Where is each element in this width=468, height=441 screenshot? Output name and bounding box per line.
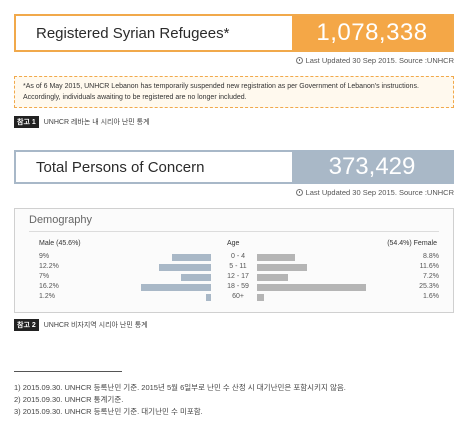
male-bar: [141, 284, 211, 291]
male-bar: [172, 254, 211, 261]
concern-updated-line: Last Updated 30 Sep 2015. Source :UNHCR: [295, 188, 454, 197]
demography-title: Demography: [29, 214, 92, 226]
registered-updated-text: Last Updated 30 Sep 2015. Source :UNHCR: [305, 56, 454, 65]
demography-row: 7% 12 - 17 7.2%: [15, 273, 455, 282]
female-header: (54.4%) Female: [387, 240, 437, 247]
demography-row: 12.2% 5 - 11 11.6%: [15, 263, 455, 272]
female-percent: 8.8%: [423, 253, 439, 260]
male-percent: 9%: [39, 253, 50, 260]
male-percent: 7%: [39, 273, 50, 280]
age-group-label: 18 - 59: [227, 283, 249, 290]
caption-1: 참고 1 UNHCR 레바논 내 시리아 난민 통계: [14, 116, 150, 128]
caption-2-tag: 참고 2: [14, 319, 39, 331]
male-header: Male (45.6%): [39, 240, 81, 247]
demography-divider: [29, 231, 439, 232]
persons-of-concern-banner: Total Persons of Concern 373,429: [14, 150, 454, 184]
male-bar: [180, 274, 211, 281]
caption-2: 참고 2 UNHCR 비자지역 시리아 난민 통계: [14, 319, 148, 331]
registered-refugees-banner: Registered Syrian Refugees* 1,078,338: [14, 14, 454, 52]
footnote-1: 1) 2015.09.30. UNHCR 등록난민 기준. 2015년 5월 6…: [14, 383, 346, 392]
caption-2-text: UNHCR 비자지역 시리아 난민 통계: [43, 322, 148, 329]
registration-note: *As of 6 May 2015, UNHCR Lebanon has tem…: [14, 76, 454, 108]
clock-icon: [295, 57, 303, 64]
registered-refugees-label: Registered Syrian Refugees*: [36, 24, 230, 42]
footnote-3: 3) 2015.09.30. UNHCR 등록난민 기준. 대기난민 수 미포함…: [14, 407, 203, 416]
age-header: Age: [227, 240, 240, 247]
footnote-divider: [14, 371, 122, 372]
caption-1-text: UNHCR 레바논 내 시리아 난민 통계: [43, 119, 150, 126]
age-group-label: 0 - 4: [230, 253, 245, 260]
registered-updated-line: Last Updated 30 Sep 2015. Source :UNHCR: [295, 56, 454, 65]
female-bar: [257, 284, 366, 291]
age-group-label: 12 - 17: [227, 273, 249, 280]
demography-panel: Demography Male (45.6%) Age (54.4%) Fema…: [14, 208, 454, 313]
footnotes: 1) 2015.09.30. UNHCR 등록난민 기준. 2015년 5월 6…: [14, 382, 346, 418]
registration-note-text: *As of 6 May 2015, UNHCR Lebanon has tem…: [23, 83, 419, 101]
demography-row: 9% 0 - 4 8.8%: [15, 253, 455, 262]
female-percent: 11.6%: [419, 263, 439, 270]
caption-1-tag: 참고 1: [14, 116, 39, 128]
male-bar: [158, 264, 211, 271]
male-percent: 1.2%: [39, 293, 55, 300]
concern-updated-text: Last Updated 30 Sep 2015. Source :UNHCR: [305, 188, 454, 197]
demography-row: 16.2% 18 - 59 25.3%: [15, 283, 455, 292]
male-percent: 16.2%: [39, 283, 59, 290]
female-percent: 1.6%: [423, 293, 439, 300]
male-bar: [205, 294, 211, 301]
female-bar: [257, 264, 307, 271]
demography-row: 1.2% 60+ 1.6%: [15, 293, 455, 302]
footnote-2: 2) 2015.09.30. UNHCR 통계기준.: [14, 395, 124, 404]
clock-icon: [295, 189, 303, 196]
female-percent: 25.3%: [419, 283, 439, 290]
persons-of-concern-label: Total Persons of Concern: [36, 158, 205, 176]
age-group-label: 60+: [232, 293, 244, 300]
female-bar: [257, 274, 288, 281]
female-bar: [257, 294, 264, 301]
age-group-label: 5 - 11: [229, 263, 247, 270]
male-percent: 12.2%: [39, 263, 59, 270]
female-percent: 7.2%: [423, 273, 439, 280]
persons-of-concern-value: 373,429: [292, 152, 452, 182]
female-bar: [257, 254, 295, 261]
registered-refugees-value: 1,078,338: [292, 16, 452, 50]
